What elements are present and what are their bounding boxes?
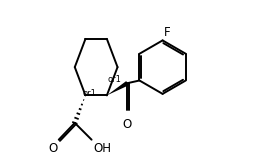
Text: or1: or1 xyxy=(108,75,122,84)
Text: O: O xyxy=(48,142,57,155)
Text: F: F xyxy=(164,26,171,39)
Polygon shape xyxy=(107,81,129,95)
Text: O: O xyxy=(123,118,132,131)
Text: or1: or1 xyxy=(82,89,96,98)
Text: OH: OH xyxy=(93,142,111,155)
